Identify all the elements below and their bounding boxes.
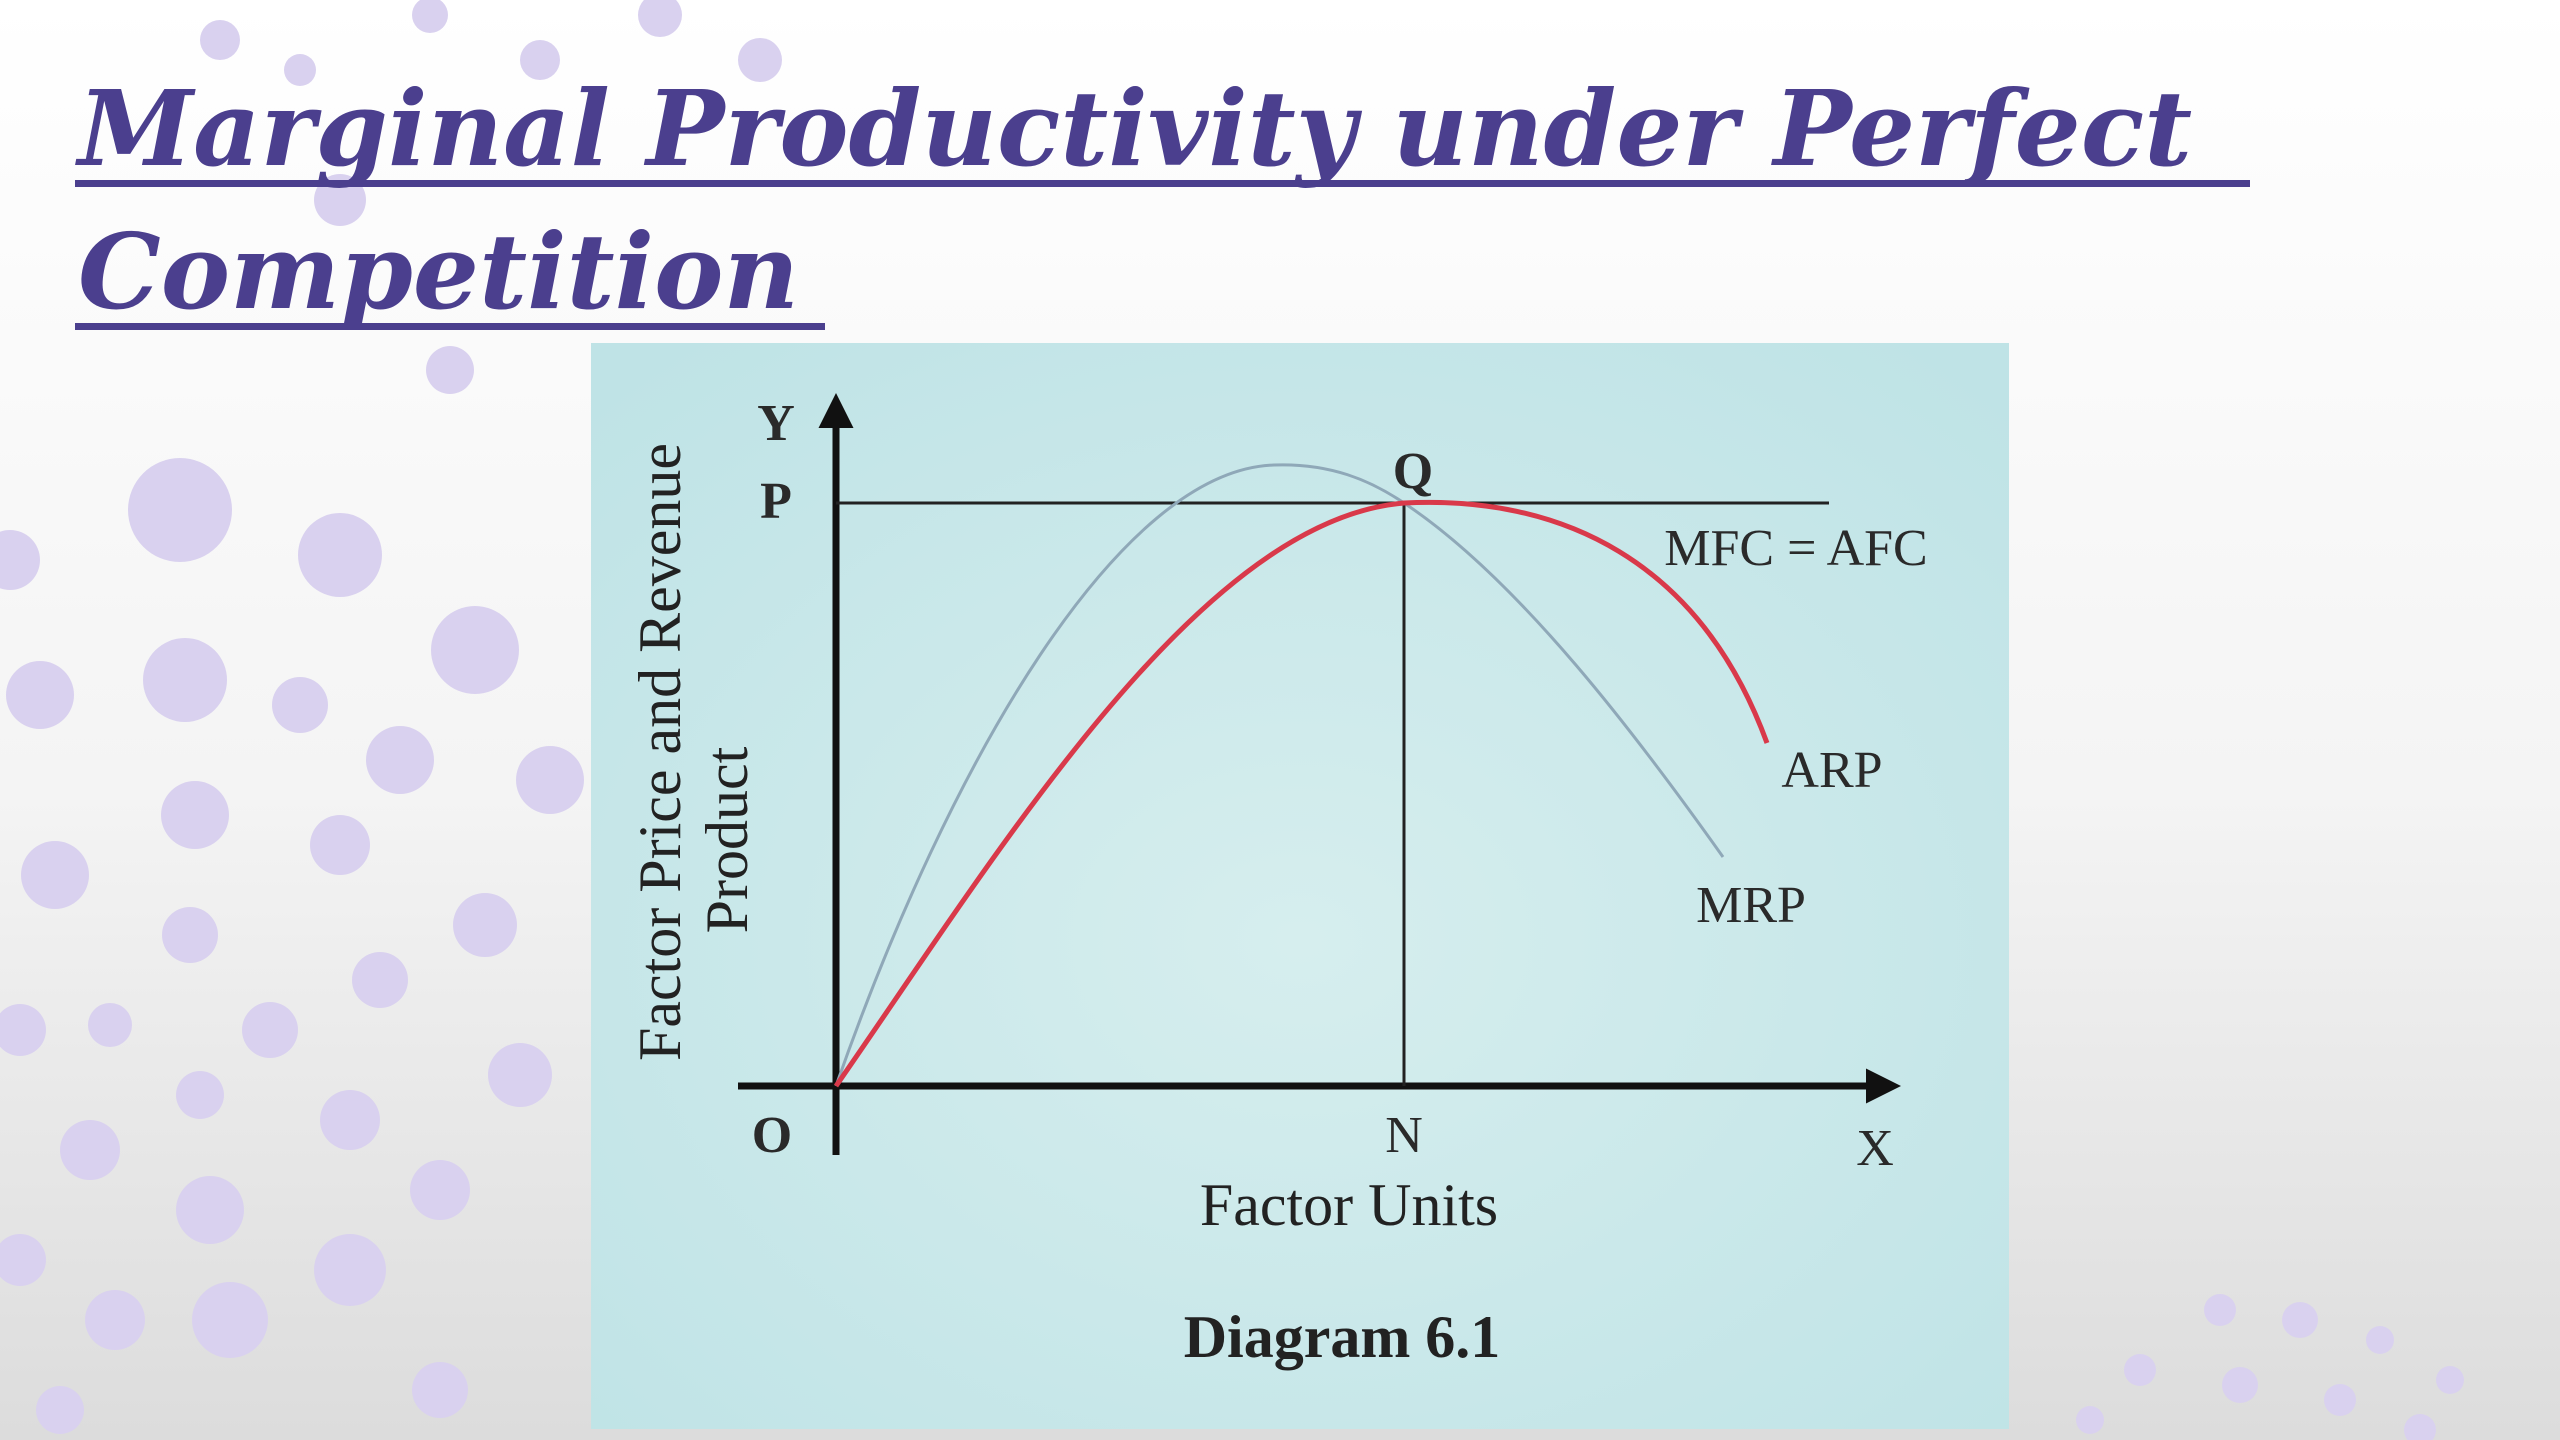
- mrp-curve: [834, 463, 1725, 1087]
- diagram-caption: Diagram 6.1: [1184, 1304, 1501, 1370]
- n-label: N: [1385, 1107, 1423, 1164]
- x-axis-title: Factor Units: [1200, 1172, 1498, 1238]
- mrp-label: MRP: [1696, 877, 1806, 934]
- origin-label: O: [752, 1107, 792, 1164]
- title-line-1: Marginal Productivity under Perfect: [75, 67, 2192, 190]
- arp-label: ARP: [1781, 742, 1882, 799]
- arp-curve: [833, 499, 1770, 1088]
- decorative-dots: [0, 0, 2464, 1440]
- mfc-afc-label: MFC = AFC: [1664, 520, 1927, 577]
- title-underline: [75, 180, 2250, 187]
- diagram: Y P Q MFC = AFC ARP MRP O N X Factor Uni…: [591, 343, 2009, 1429]
- title-underline: [75, 323, 825, 330]
- y-axis-title-line-2: Product: [694, 746, 760, 933]
- title-line-2: Competition: [78, 210, 799, 333]
- y-label: Y: [757, 395, 795, 452]
- diagram-panel: [591, 343, 2009, 1429]
- x-label: X: [1856, 1120, 1894, 1177]
- y-axis-title-line-1: Factor Price and Revenue: [627, 443, 693, 1061]
- p-label: P: [760, 473, 792, 530]
- q-label: Q: [1393, 443, 1433, 500]
